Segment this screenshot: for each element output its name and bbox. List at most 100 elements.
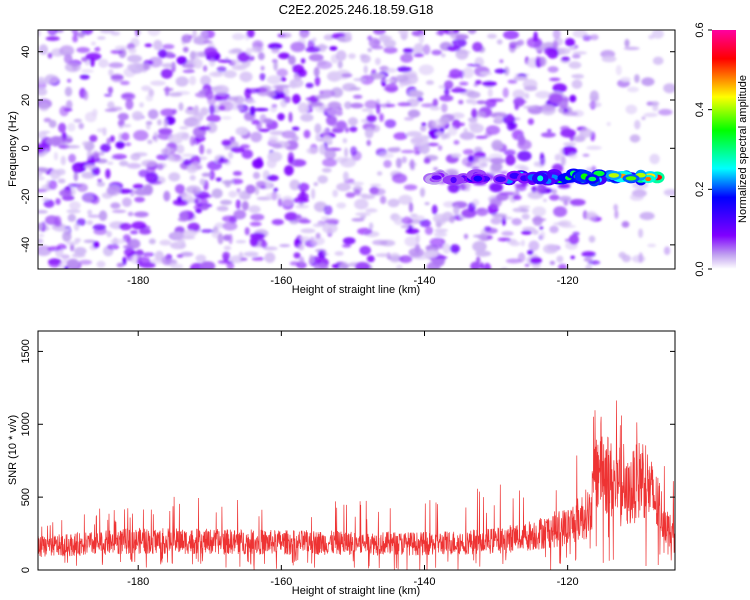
spectrogram-noise-patch bbox=[271, 48, 280, 54]
spectrogram-noise-patch bbox=[116, 262, 125, 268]
spectrogram-noise-patch bbox=[513, 183, 529, 187]
spectrogram-noise-patch bbox=[47, 74, 59, 84]
spectrogram-noise-patch bbox=[586, 145, 602, 150]
spectrogram-noise-patch bbox=[201, 172, 211, 177]
spectrogram-noise-patch bbox=[369, 187, 386, 196]
spectrogram-noise-patch bbox=[292, 93, 301, 105]
spectrogram-noise-patch bbox=[383, 46, 398, 54]
spectrogram-noise-patch bbox=[298, 256, 305, 267]
spectrogram-noise-patch bbox=[53, 152, 58, 161]
spectrogram-xlabel: Height of straight line (km) bbox=[292, 284, 420, 296]
spectrogram-noise-patch bbox=[638, 252, 643, 264]
spectrogram-noise-patch bbox=[634, 74, 640, 83]
spectrogram-noise-patch bbox=[276, 68, 288, 77]
spectrogram-noise-patch bbox=[395, 74, 409, 83]
spectrogram-noise-patch bbox=[582, 34, 592, 42]
spectrogram-noise-patch bbox=[232, 171, 242, 176]
spectrogram-noise-patch bbox=[451, 38, 467, 48]
spectrogram-noise-patch bbox=[119, 222, 132, 231]
spectrogram-noise-patch bbox=[309, 254, 314, 264]
spectrogram-noise-patch bbox=[54, 228, 71, 232]
signal-patch-core bbox=[509, 172, 520, 179]
spectrogram-noise-patch bbox=[459, 69, 465, 79]
spectrogram-noise-patch bbox=[623, 46, 640, 51]
spectrogram-noise-patch bbox=[419, 143, 430, 155]
spectrogram-noise-patch bbox=[128, 238, 141, 249]
spectrogram-noise-patch bbox=[324, 218, 340, 224]
spectrogram-noise-patch bbox=[455, 48, 469, 60]
spectrogram-noise-patch bbox=[55, 168, 66, 176]
spectrogram-noise-patch bbox=[322, 135, 333, 143]
spectrogram-noise-patch bbox=[38, 238, 44, 244]
spectrogram-noise-patch bbox=[589, 34, 599, 41]
spectrogram-noise-patch bbox=[549, 77, 561, 82]
spectrogram-noise-patch bbox=[439, 94, 454, 102]
spectrogram-noise-patch bbox=[496, 39, 503, 45]
spectrogram-noise-patch bbox=[270, 106, 277, 113]
spectrogram-noise-patch bbox=[143, 63, 150, 70]
spectrogram-noise-patch bbox=[106, 230, 112, 238]
spectrogram-noise-patch bbox=[107, 101, 115, 109]
spectrogram-noise-patch bbox=[475, 250, 492, 257]
spectrogram-noise-patch bbox=[87, 149, 92, 160]
spectrogram-noise-patch bbox=[221, 116, 232, 120]
spectrogram-noise-patch bbox=[290, 159, 307, 167]
spectrogram-noise-patch bbox=[127, 63, 136, 71]
spectrogram-noise-patch bbox=[588, 235, 596, 243]
snr-xtick-label: -120 bbox=[557, 576, 579, 588]
spectrogram-noise-patch bbox=[216, 66, 227, 73]
spectrogram-noise-patch bbox=[398, 255, 413, 263]
spectrogram-noise-patch bbox=[104, 93, 112, 97]
colorbar-tick-label: 0.6 bbox=[694, 22, 706, 37]
spectrogram-noise-patch bbox=[639, 211, 655, 221]
spectrogram-noise-patch bbox=[364, 100, 378, 109]
spectrogram-noise-patch bbox=[551, 188, 558, 195]
spectrogram-noise-patch bbox=[340, 157, 356, 168]
spectrogram-ytick-label: -20 bbox=[20, 189, 32, 205]
spectrogram-noise-patch bbox=[418, 64, 434, 76]
spectrogram-noise-patch bbox=[269, 130, 286, 136]
spectrogram-noise-patch bbox=[397, 102, 412, 107]
spectrogram-noise-patch bbox=[411, 215, 425, 220]
spectrogram-noise-patch bbox=[365, 208, 378, 213]
spectrogram-noise-patch bbox=[564, 38, 576, 47]
spectrogram-noise-patch bbox=[379, 195, 387, 205]
spectrogram-noise-patch bbox=[305, 97, 316, 101]
spectrogram-noise-patch bbox=[199, 144, 205, 155]
spectrogram-noise-patch bbox=[58, 122, 67, 133]
spectrogram-noise-patch bbox=[206, 148, 212, 155]
spectrogram-noise-patch bbox=[189, 50, 196, 61]
spectrogram-noise-patch bbox=[572, 51, 587, 55]
spectrogram-noise-patch bbox=[647, 243, 657, 248]
spectrogram-noise-patch bbox=[387, 198, 400, 208]
snr-xtick-label: -140 bbox=[413, 576, 435, 588]
spectrogram-noise-patch bbox=[193, 58, 203, 69]
spectrogram-noise-patch bbox=[266, 174, 279, 182]
spectrogram-noise-patch bbox=[134, 196, 146, 203]
spectrogram-noise-patch bbox=[311, 188, 316, 200]
spectrogram-noise-patch bbox=[376, 171, 383, 176]
spectrogram-noise-patch bbox=[383, 159, 392, 168]
spectrogram-noise-patch bbox=[228, 96, 239, 102]
spectrogram-noise-patch bbox=[74, 238, 81, 243]
spectrogram-noise-patch bbox=[110, 238, 126, 244]
spectrogram-noise-patch bbox=[398, 83, 405, 88]
spectrogram-noise-patch bbox=[401, 216, 413, 225]
spectrogram-noise-patch bbox=[64, 86, 73, 97]
spectrogram-noise-patch bbox=[265, 192, 282, 200]
spectrogram-noise-patch bbox=[588, 101, 602, 108]
spectrogram-noise-patch bbox=[231, 64, 247, 71]
spectrogram-noise-patch bbox=[463, 233, 469, 240]
spectrogram-noise-patch bbox=[228, 49, 238, 54]
spectrogram-ytick-label: -40 bbox=[20, 237, 32, 253]
spectrogram-noise-patch bbox=[169, 231, 185, 240]
spectrogram-noise-patch bbox=[59, 261, 65, 269]
spectrogram-noise-patch bbox=[108, 69, 114, 77]
spectrogram-noise-patch bbox=[472, 41, 483, 52]
spectrogram-noise-patch bbox=[148, 56, 163, 68]
spectrogram-noise-patch bbox=[485, 125, 501, 135]
spectrogram-noise-patch bbox=[65, 138, 73, 143]
spectrogram-noise-patch bbox=[271, 219, 284, 226]
signal-patch-core bbox=[431, 175, 442, 180]
spectrogram-noise-patch bbox=[476, 100, 487, 105]
